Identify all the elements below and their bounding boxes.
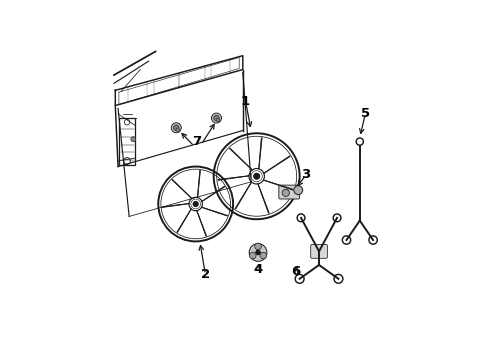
Circle shape: [249, 252, 256, 259]
Circle shape: [255, 250, 261, 255]
Text: 3: 3: [301, 168, 311, 181]
Circle shape: [173, 125, 179, 130]
Circle shape: [193, 201, 198, 207]
Circle shape: [212, 113, 221, 123]
Circle shape: [131, 137, 136, 142]
FancyBboxPatch shape: [279, 185, 300, 199]
Circle shape: [254, 173, 260, 179]
Circle shape: [214, 115, 219, 121]
Circle shape: [282, 189, 290, 197]
FancyBboxPatch shape: [311, 244, 327, 258]
Circle shape: [216, 118, 220, 122]
Circle shape: [249, 244, 267, 261]
Text: 7: 7: [193, 135, 201, 148]
Text: 5: 5: [361, 107, 370, 120]
Text: 6: 6: [291, 265, 300, 278]
Circle shape: [255, 243, 261, 250]
Circle shape: [260, 252, 267, 259]
Text: 4: 4: [253, 262, 263, 276]
Circle shape: [294, 186, 303, 194]
Circle shape: [172, 123, 181, 133]
Circle shape: [176, 128, 179, 131]
Text: 2: 2: [201, 268, 210, 281]
Text: 1: 1: [241, 95, 250, 108]
